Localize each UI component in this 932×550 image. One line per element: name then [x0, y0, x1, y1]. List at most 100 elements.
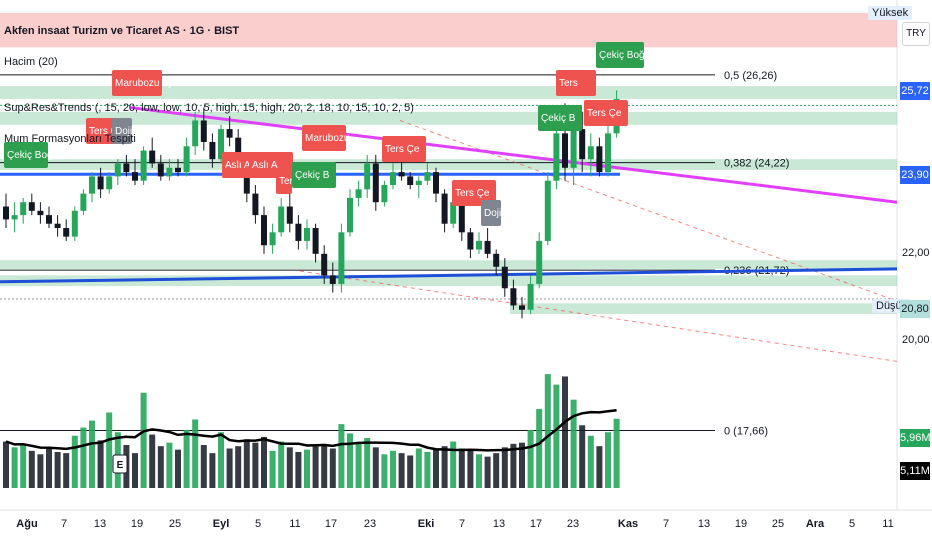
- volume-bar: [596, 446, 603, 488]
- volume-bar: [97, 440, 104, 488]
- candle-body: [209, 141, 216, 160]
- volume-tag: 5,96M: [900, 429, 931, 447]
- x-tick-label: 23: [567, 518, 579, 530]
- support-resistance-legend[interactable]: Sup&Res&Trends (, 15, 20, low, low, 10, …: [4, 102, 414, 114]
- pattern-label-box: [596, 42, 644, 68]
- volume-bar: [71, 435, 78, 488]
- volume-bar: [510, 443, 517, 488]
- candle-body: [467, 232, 474, 250]
- candle-body: [37, 210, 44, 216]
- candle-body: [596, 146, 603, 173]
- pattern-label-box: [481, 200, 501, 226]
- candle-body: [458, 202, 465, 233]
- pattern-label-text: Ters: [279, 176, 298, 187]
- pattern-label-bear: Marubozu Ayı: [112, 70, 176, 96]
- pattern-label-bear: Ters: [276, 168, 298, 194]
- resistance-zone: [0, 12, 897, 48]
- pattern-label-text: Ters Çe: [587, 108, 622, 119]
- pattern-label-text: Marubozu Ayı: [115, 78, 176, 89]
- volume-bar: [613, 418, 620, 488]
- x-tick-label: 25: [772, 518, 784, 530]
- pattern-label-text: Doji: [115, 126, 132, 137]
- candle-body: [536, 240, 543, 284]
- candle-body: [166, 167, 173, 177]
- candle-body: [519, 305, 525, 310]
- pattern-label-box: [292, 162, 336, 188]
- candle-body: [261, 215, 267, 246]
- candle-body: [63, 228, 70, 237]
- candle-pattern-legend[interactable]: Mum Formasyonları Tespiti: [4, 133, 136, 145]
- pattern-label-bull: Çekiç Boğa: [596, 42, 651, 68]
- pattern-label-box: [382, 136, 426, 162]
- candle-body: [71, 210, 78, 237]
- earnings-box: [112, 454, 128, 474]
- pattern-label-text: Aslı A: [252, 160, 278, 171]
- pattern-label-text: Ters: [559, 78, 578, 89]
- candle-body: [510, 288, 517, 306]
- trend-line-blue: [0, 267, 898, 284]
- volume-legend[interactable]: Hacim (20): [4, 56, 58, 68]
- candle-body: [252, 193, 259, 216]
- x-tick-label: 13: [698, 518, 710, 530]
- volume-bar: [544, 374, 551, 488]
- volume-bar: [269, 450, 276, 488]
- candle-body: [226, 129, 233, 138]
- volume-bar: [415, 448, 422, 488]
- y-tick-22: 22,00: [902, 247, 930, 259]
- candle-body: [80, 193, 87, 211]
- candle-body: [347, 197, 353, 233]
- volume-bar: [562, 376, 568, 488]
- candle-body: [476, 240, 482, 250]
- pattern-label-box: [452, 180, 496, 206]
- volume-bar: [63, 453, 70, 488]
- candle-body: [364, 163, 371, 190]
- volume-bar: [46, 448, 52, 488]
- volume-bar: [519, 442, 525, 488]
- candle-body: [200, 120, 207, 142]
- x-tick-label: 7: [61, 518, 67, 530]
- downtrend-line: [129, 106, 898, 204]
- candle-body: [381, 185, 388, 203]
- candle-body: [562, 133, 568, 168]
- volume-bar: [364, 438, 371, 488]
- x-tick-label: Eyl: [213, 518, 230, 530]
- candle-body: [579, 129, 586, 160]
- candle-body: [192, 120, 199, 147]
- support-zone: [0, 86, 897, 99]
- volume-bar: [295, 451, 302, 488]
- x-tick-label: 5: [849, 518, 855, 530]
- candle-body: [149, 150, 156, 164]
- volume-bar: [347, 433, 353, 488]
- candle-body: [484, 240, 491, 254]
- x-tick-label: Ara: [806, 518, 825, 530]
- fib-label: 0,382 (24,22): [724, 158, 789, 170]
- pattern-label-bear: Ters: [556, 70, 596, 96]
- support-zone: [0, 260, 897, 269]
- volume-bar: [80, 427, 87, 488]
- volume-bar: [536, 408, 543, 488]
- x-tick-label: 11: [289, 518, 300, 530]
- x-tick-label: 19: [131, 518, 143, 530]
- volume-bar: [140, 392, 147, 488]
- candle-body: [28, 202, 35, 211]
- currency-selector[interactable]: TRY: [902, 22, 930, 46]
- pattern-label-bull: Çekiç B: [292, 162, 336, 188]
- volume-bar: [200, 445, 207, 488]
- pattern-label-text: Çekiç Boğa: [599, 50, 651, 61]
- volume-bar: [37, 454, 44, 488]
- volume-bar: [501, 447, 508, 488]
- volume-bar: [209, 453, 216, 488]
- volume-bar: [390, 450, 396, 488]
- candle-body: [304, 228, 310, 241]
- volume-bar: [312, 446, 319, 488]
- pattern-label-text: Ters Çe: [89, 126, 124, 137]
- pattern-label-text: Doji: [484, 208, 501, 219]
- volume-bar: [476, 454, 482, 488]
- pattern-label-bear: Ters Çe: [382, 136, 426, 162]
- last-price-tag: 25,72: [900, 82, 930, 100]
- candle-body: [501, 266, 508, 289]
- support-zone: [0, 159, 897, 170]
- support-price-tag: 20,80: [900, 300, 930, 318]
- candle-body: [89, 176, 95, 194]
